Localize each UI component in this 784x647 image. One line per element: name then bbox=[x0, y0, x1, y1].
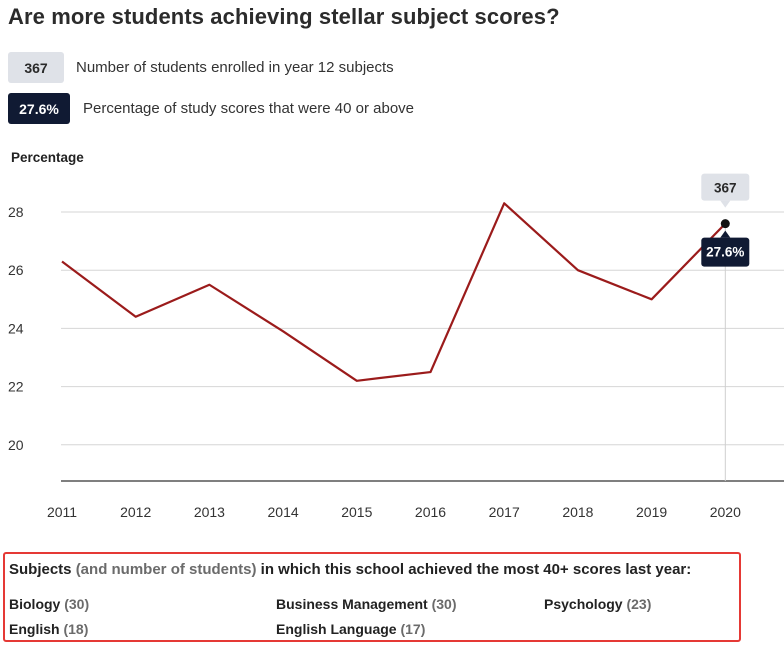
chart-title: Are more students achieving stellar subj… bbox=[8, 4, 560, 29]
percentage-tooltip-label: 27.6% bbox=[706, 245, 744, 260]
legend-enrolled: 367 Number of students enrolled in year … bbox=[8, 52, 394, 83]
y-tick-label: 28 bbox=[8, 204, 24, 220]
data-point bbox=[134, 315, 138, 319]
subject-item: Psychology (23) bbox=[544, 596, 651, 612]
highlight-point bbox=[720, 219, 730, 229]
subject-count: (30) bbox=[64, 596, 90, 612]
y-tick-label: 22 bbox=[8, 379, 24, 395]
x-tick-label: 2011 bbox=[47, 504, 77, 520]
data-point bbox=[281, 329, 285, 333]
x-tick-label: 2015 bbox=[341, 504, 372, 520]
enrolled-tooltip-pointer bbox=[720, 200, 731, 208]
subject-name: English Language bbox=[276, 621, 397, 637]
subject-item: Biology (30) bbox=[9, 596, 89, 612]
series-line bbox=[61, 202, 727, 382]
subjects-heading-end: in which this school achieved the most 4… bbox=[256, 561, 692, 578]
percentage-legend-text: Percentage of study scores that were 40 … bbox=[83, 100, 415, 117]
y-axis-title: Percentage bbox=[11, 150, 84, 165]
subjects-heading: Subjects (and number of students) in whi… bbox=[9, 561, 691, 578]
data-point bbox=[576, 268, 580, 272]
subjects-panel: Subjects (and number of students) in whi… bbox=[3, 552, 741, 642]
x-tick-label: 2012 bbox=[120, 504, 151, 520]
data-point bbox=[502, 201, 506, 205]
subject-name: Biology bbox=[9, 596, 61, 612]
x-tick-label: 2018 bbox=[562, 504, 593, 520]
subject-item: English (18) bbox=[9, 621, 88, 637]
data-point bbox=[650, 297, 654, 301]
enrolled-tooltip-label: 367 bbox=[714, 181, 737, 196]
x-tick-label: 2020 bbox=[710, 504, 741, 520]
percentage-badge: 27.6% bbox=[8, 93, 70, 124]
subject-count: (30) bbox=[431, 596, 457, 612]
enrolled-tooltip-box bbox=[701, 173, 750, 201]
subject-count: (23) bbox=[626, 596, 652, 612]
y-tick-label: 26 bbox=[8, 262, 24, 278]
subjects-heading-start: Subjects bbox=[9, 561, 76, 578]
x-tick-label: 2013 bbox=[194, 504, 225, 520]
data-point bbox=[429, 370, 433, 374]
percentage-tooltip-box bbox=[701, 237, 750, 267]
x-tick-label: 2019 bbox=[636, 504, 667, 520]
subject-name: Business Management bbox=[276, 596, 428, 612]
x-tick-label: 2016 bbox=[415, 504, 446, 520]
y-tick-label: 24 bbox=[8, 320, 24, 336]
enrolled-badge: 367 bbox=[8, 52, 64, 83]
subject-name: English bbox=[9, 621, 60, 637]
subject-count: (17) bbox=[400, 621, 426, 637]
line-chart: 20 22 24 26 28 2011 2012 2013 2014 2015 2016 2017 20… bbox=[8, 173, 784, 520]
subject-item: Business Management (30) bbox=[276, 596, 457, 612]
enrolled-legend-text: Number of students enrolled in year 12 s… bbox=[76, 59, 394, 76]
legend-percentage: 27.6% Percentage of study scores that we… bbox=[8, 93, 414, 124]
subject-name: Psychology bbox=[544, 596, 623, 612]
x-tick-label: 2014 bbox=[268, 504, 299, 520]
data-point bbox=[60, 259, 64, 263]
subject-count: (18) bbox=[63, 621, 89, 637]
percentage-tooltip-pointer bbox=[720, 230, 731, 238]
y-tick-label: 20 bbox=[8, 437, 24, 453]
data-point bbox=[207, 283, 211, 287]
x-tick-label: 2017 bbox=[489, 504, 520, 520]
data-point bbox=[355, 379, 359, 383]
subject-item: English Language (17) bbox=[276, 621, 425, 637]
subjects-heading-muted: (and number of students) bbox=[75, 561, 257, 578]
